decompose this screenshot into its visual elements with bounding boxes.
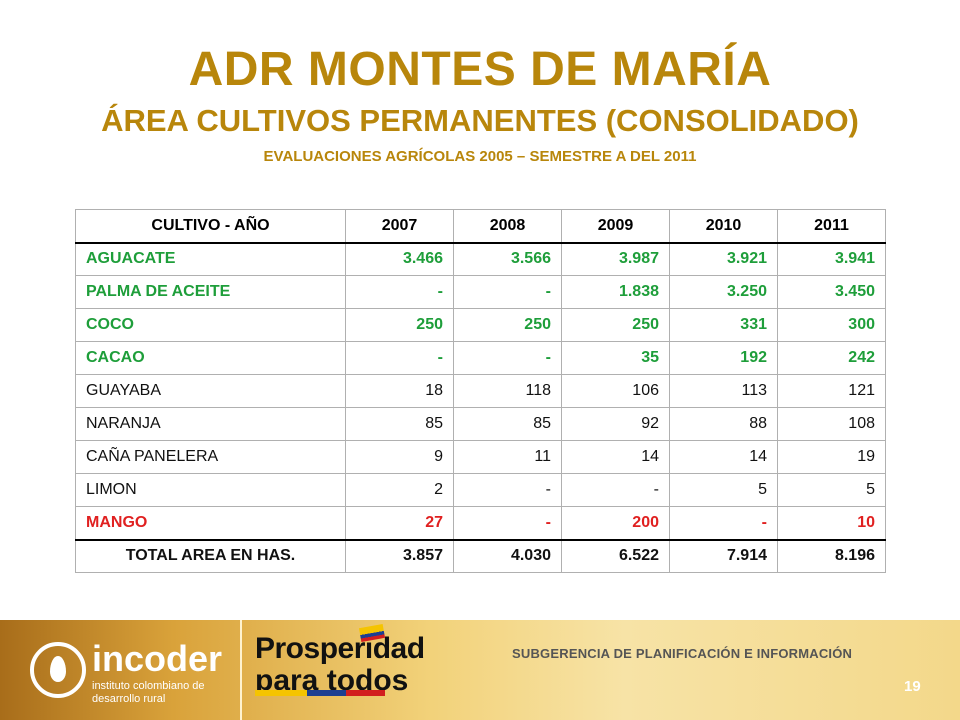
footer-divider <box>240 620 242 720</box>
value-cell: 85 <box>453 407 562 441</box>
value-cell: 10 <box>777 506 886 540</box>
value-cell: 18 <box>345 374 454 408</box>
drop-icon <box>50 656 66 682</box>
value-cell: 14 <box>669 440 778 474</box>
value-cell: 3.941 <box>777 242 886 276</box>
crop-name-cell: CAÑA PANELERA <box>75 440 346 474</box>
value-cell: 88 <box>669 407 778 441</box>
value-cell: 250 <box>345 308 454 342</box>
value-cell: 11 <box>453 440 562 474</box>
value-cell: 92 <box>561 407 670 441</box>
value-cell: - <box>453 473 562 507</box>
page-title: ADR MONTES DE MARÍA <box>188 43 772 96</box>
value-cell: 242 <box>777 341 886 375</box>
crop-name-cell: LIMON <box>75 473 346 507</box>
value-cell: - <box>561 473 670 507</box>
value-cell: 250 <box>453 308 562 342</box>
page-number: 19 <box>904 678 921 695</box>
value-cell: 35 <box>561 341 670 375</box>
table-row: CACAO - - 35 192 242 <box>75 341 886 375</box>
crop-name-cell: AGUACATE <box>75 242 346 276</box>
value-cell: 3.466 <box>345 242 454 276</box>
value-cell: - <box>453 341 562 375</box>
crop-name-cell: PALMA DE ACEITE <box>75 275 346 309</box>
total-value-cell: 7.914 <box>669 538 778 573</box>
page-subtitle: ÁREA CULTIVOS PERMANENTES (CONSOLIDADO) <box>101 103 859 138</box>
value-cell: 331 <box>669 308 778 342</box>
page-subtitle-secondary: EVALUACIONES AGRÍCOLAS 2005 – SEMESTRE A… <box>263 148 697 165</box>
value-cell: 3.987 <box>561 242 670 276</box>
column-header: CULTIVO - AÑO <box>75 209 346 244</box>
table-total-row: TOTAL AREA EN HAS. 3.857 4.030 6.522 7.9… <box>75 538 886 573</box>
table-row: NARANJA 85 85 92 88 108 <box>75 407 886 441</box>
table-row: LIMON 2 - - 5 5 <box>75 473 886 507</box>
value-cell: - <box>669 506 778 540</box>
table-row: GUAYABA 18 118 106 113 121 <box>75 374 886 408</box>
value-cell: 106 <box>561 374 670 408</box>
value-cell: 108 <box>777 407 886 441</box>
value-cell: 2 <box>345 473 454 507</box>
table-row: COCO 250 250 250 331 300 <box>75 308 886 342</box>
incoder-logo-subtitle: instituto colombiano de desarrollo rural <box>92 680 205 705</box>
value-cell: 200 <box>561 506 670 540</box>
table-row: MANGO 27 - 200 - 10 <box>75 506 886 540</box>
value-cell: 192 <box>669 341 778 375</box>
column-header: 2009 <box>561 209 670 244</box>
footer-band: incoder instituto colombiano de desarrol… <box>0 620 960 720</box>
value-cell: 3.250 <box>669 275 778 309</box>
column-header: 2011 <box>777 209 886 244</box>
total-value-cell: 4.030 <box>453 538 562 573</box>
department-label: SUBGERENCIA DE PLANIFICACIÓN E INFORMACI… <box>512 646 853 661</box>
value-cell: - <box>453 506 562 540</box>
value-cell: 300 <box>777 308 886 342</box>
value-cell: - <box>453 275 562 309</box>
value-cell: - <box>345 275 454 309</box>
value-cell: 85 <box>345 407 454 441</box>
column-header: 2008 <box>453 209 562 244</box>
total-label-cell: TOTAL AREA EN HAS. <box>75 538 346 573</box>
table-row: PALMA DE ACEITE - - 1.838 3.250 3.450 <box>75 275 886 309</box>
crop-name-cell: NARANJA <box>75 407 346 441</box>
incoder-logo-icon <box>30 642 86 698</box>
flag-stripe-icon <box>255 690 385 696</box>
value-cell: 19 <box>777 440 886 474</box>
value-cell: 121 <box>777 374 886 408</box>
value-cell: 14 <box>561 440 670 474</box>
crop-area-table: CULTIVO - AÑO 2007 2008 2009 2010 2011 A… <box>75 209 886 573</box>
total-value-cell: 8.196 <box>777 538 886 573</box>
value-cell: 5 <box>777 473 886 507</box>
crop-name-cell: COCO <box>75 308 346 342</box>
column-header: 2010 <box>669 209 778 244</box>
value-cell: 3.450 <box>777 275 886 309</box>
value-cell: 1.838 <box>561 275 670 309</box>
table-row: CAÑA PANELERA 9 11 14 14 19 <box>75 440 886 474</box>
column-header: 2007 <box>345 209 454 244</box>
crop-name-cell: GUAYABA <box>75 374 346 408</box>
total-value-cell: 3.857 <box>345 538 454 573</box>
value-cell: 9 <box>345 440 454 474</box>
crop-name-cell: MANGO <box>75 506 346 540</box>
value-cell: 250 <box>561 308 670 342</box>
value-cell: 113 <box>669 374 778 408</box>
slogan-line1: Prosperidad <box>255 632 425 665</box>
value-cell: 3.921 <box>669 242 778 276</box>
title-block: ADR MONTES DE MARÍA ÁREA CULTIVOS PERMAN… <box>0 42 960 168</box>
crop-name-cell: CACAO <box>75 341 346 375</box>
total-value-cell: 6.522 <box>561 538 670 573</box>
incoder-logo-text: incoder <box>92 638 223 679</box>
table-header-row: CULTIVO - AÑO 2007 2008 2009 2010 2011 <box>75 209 886 244</box>
value-cell: 118 <box>453 374 562 408</box>
value-cell: 5 <box>669 473 778 507</box>
value-cell: 27 <box>345 506 454 540</box>
table-row: AGUACATE 3.466 3.566 3.987 3.921 3.941 <box>75 242 886 276</box>
value-cell: - <box>345 341 454 375</box>
value-cell: 3.566 <box>453 242 562 276</box>
